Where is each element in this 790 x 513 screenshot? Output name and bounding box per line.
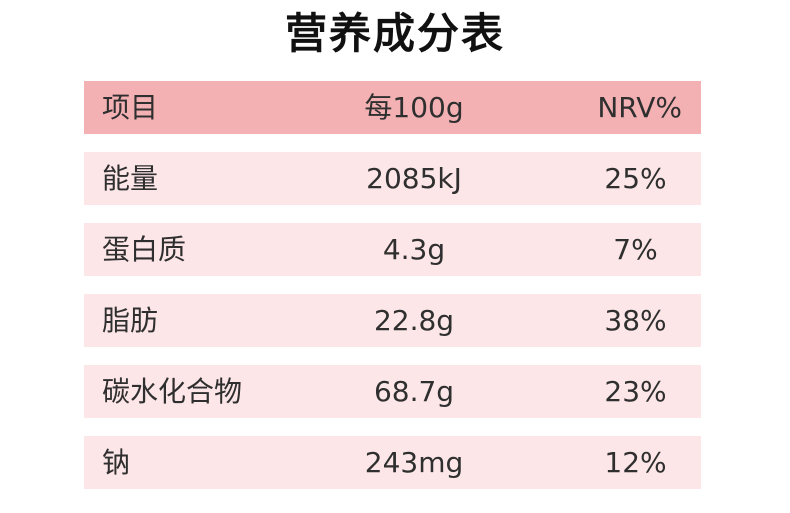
row-per-100g: 68.7g xyxy=(373,375,455,408)
header-per-100g: 每100g xyxy=(364,91,464,124)
row-nrv: 25% xyxy=(604,162,667,195)
row-item: 能量 xyxy=(102,162,159,195)
row-per-100g: 2085kJ xyxy=(366,162,462,195)
header-nrv: NRV% xyxy=(597,91,682,124)
row-per-100g: 243mg xyxy=(364,446,464,479)
table-row: 能量 2085kJ 25% xyxy=(84,152,701,205)
row-item: 钠 xyxy=(102,446,131,479)
nutrition-table: 项目 每100g NRV% 能量 2085kJ 25% 蛋白质 4.3g 7% … xyxy=(84,81,701,507)
table-row: 蛋白质 4.3g 7% xyxy=(84,223,701,276)
row-nrv: 7% xyxy=(613,233,658,266)
row-nrv: 23% xyxy=(604,375,667,408)
row-per-100g: 4.3g xyxy=(382,233,446,266)
page-title: 营养成分表 xyxy=(284,9,505,58)
row-nrv: 12% xyxy=(604,446,667,479)
table-row: 碳水化合物 68.7g 23% xyxy=(84,365,701,418)
row-item: 蛋白质 xyxy=(102,233,187,266)
table-header-row: 项目 每100g NRV% xyxy=(84,81,701,134)
row-item: 碳水化合物 xyxy=(102,375,243,408)
header-item: 项目 xyxy=(102,91,159,124)
table-row: 脂肪 22.8g 38% xyxy=(84,294,701,347)
row-nrv: 38% xyxy=(604,304,667,337)
row-item: 脂肪 xyxy=(102,304,159,337)
table-row: 钠 243mg 12% xyxy=(84,436,701,489)
row-per-100g: 22.8g xyxy=(373,304,455,337)
